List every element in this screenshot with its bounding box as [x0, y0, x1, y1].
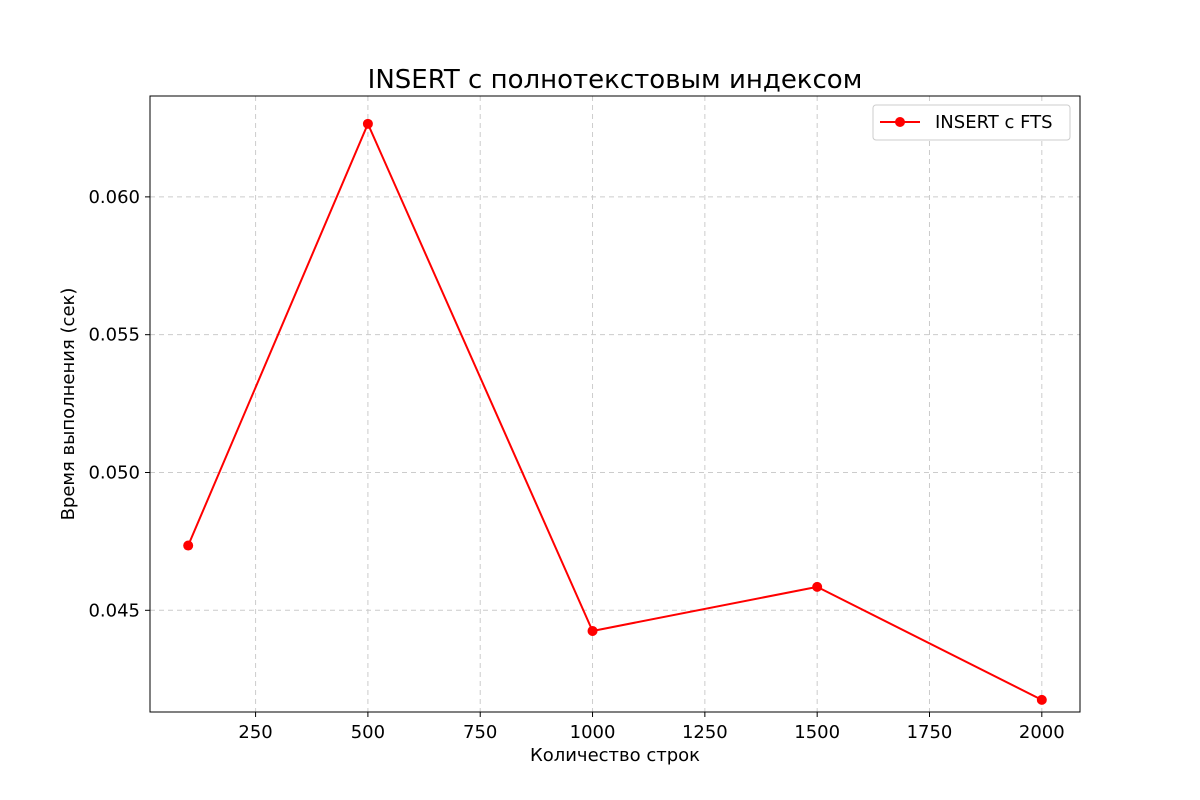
y-axis-label: Время выполнения (сек)	[58, 288, 79, 521]
x-tick-label: 1250	[682, 722, 728, 743]
y-tick-label: 0.060	[88, 187, 140, 208]
chart-title: INSERT с полнотекстовым индексом	[368, 65, 863, 95]
y-tick-label: 0.055	[88, 325, 140, 346]
series-layer	[183, 118, 1047, 705]
x-tick-label: 1750	[907, 722, 953, 743]
x-tick-label: 750	[463, 722, 497, 743]
x-tick-label: 1000	[570, 722, 616, 743]
x-tick-label: 250	[238, 722, 272, 743]
data-point	[183, 540, 194, 551]
data-point	[812, 581, 823, 592]
data-point	[1036, 694, 1047, 705]
y-tick-label: 0.050	[88, 462, 140, 483]
y-axis: 0.045 0.050 0.055 0.060	[88, 187, 150, 621]
plot-area-frame	[149, 95, 1081, 713]
legend-label: INSERT с FTS	[935, 112, 1053, 133]
legend-box	[872, 104, 1071, 141]
x-tick-label: 2000	[1019, 722, 1065, 743]
series-line	[187, 122, 1043, 701]
legend: INSERT с FTS	[872, 104, 1071, 141]
x-axis-label: Количество строк	[530, 745, 700, 766]
x-axis: 250 500 750 1000 1250 1500 1750 2000	[238, 712, 1065, 743]
data-point	[362, 118, 373, 129]
grid	[150, 96, 1080, 712]
legend-marker-swatch	[895, 117, 905, 127]
x-tick-label: 1500	[794, 722, 840, 743]
data-point	[587, 625, 598, 636]
y-tick-label: 0.045	[88, 600, 140, 621]
x-tick-label: 500	[351, 722, 385, 743]
